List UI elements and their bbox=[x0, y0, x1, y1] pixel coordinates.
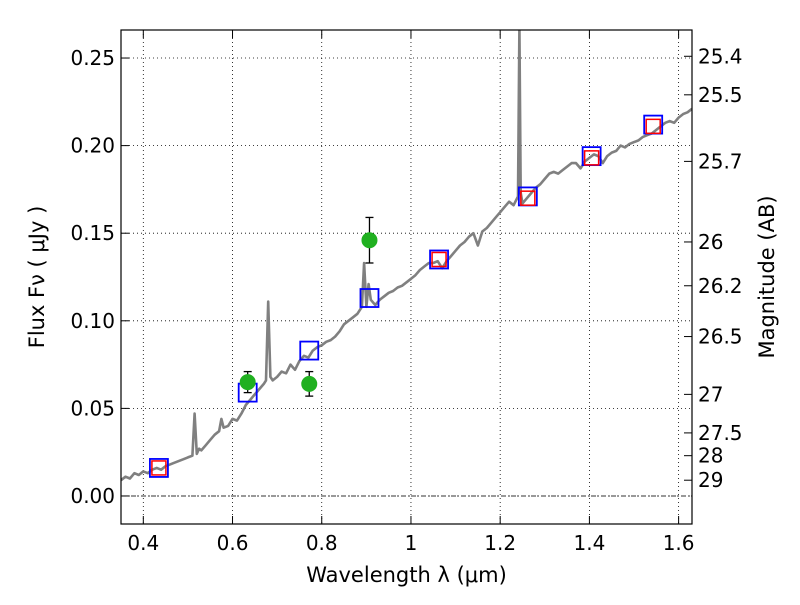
right-tick-label: 27.5 bbox=[698, 421, 743, 445]
y-tick-label: 0.25 bbox=[70, 46, 115, 70]
y-tick-label: 0.10 bbox=[70, 309, 115, 333]
right-tick-label: 26.2 bbox=[698, 274, 743, 298]
x-tick-label: 1.4 bbox=[573, 531, 605, 555]
observed-square-point bbox=[583, 150, 600, 166]
plot-frame bbox=[120, 29, 693, 525]
x-tick-label: 1.6 bbox=[663, 531, 695, 555]
y-tick-label: 0.20 bbox=[70, 134, 115, 158]
spectrum-line bbox=[121, 30, 692, 482]
observed-square-point bbox=[520, 190, 536, 206]
x-tick-label: 0.6 bbox=[217, 531, 249, 555]
model-point bbox=[429, 249, 449, 270]
right-tick-label: 26.5 bbox=[698, 325, 743, 349]
observed-circle-point bbox=[239, 374, 256, 391]
right-axis-title: Magnitude (AB) bbox=[755, 195, 779, 358]
y-axis-title: Flux Fν ( μJy ) bbox=[25, 206, 49, 349]
x-tick-label: 1.2 bbox=[484, 531, 516, 555]
right-tick-label: 26 bbox=[698, 230, 723, 254]
y-tick-label: 0.15 bbox=[70, 221, 115, 245]
y-tick-label: 0.00 bbox=[70, 484, 115, 508]
x-tick-label: 0.4 bbox=[127, 531, 159, 555]
y-tick-label: 0.05 bbox=[70, 396, 115, 420]
model-point bbox=[149, 458, 169, 478]
observed-circle-point bbox=[361, 232, 378, 249]
right-tick-label: 29 bbox=[698, 468, 723, 492]
x-tick-label: 0.8 bbox=[306, 531, 338, 555]
right-tick-label: 28 bbox=[698, 444, 723, 468]
model-point bbox=[299, 340, 320, 361]
x-axis-title: Wavelength λ (μm) bbox=[306, 563, 507, 587]
right-tick-label: 27 bbox=[698, 382, 723, 406]
right-tick-label: 25.5 bbox=[698, 83, 743, 107]
right-tick-label: 25.4 bbox=[698, 44, 743, 68]
observed-square-point bbox=[645, 118, 661, 135]
observed-square-point bbox=[431, 251, 447, 268]
observed-circle-point bbox=[301, 375, 318, 392]
x-tick-label: 1 bbox=[405, 531, 418, 555]
model-point bbox=[359, 288, 380, 308]
axis-ticks: 0.4 0.6 0.8 1 1.2 1.4 1.6 0.00 0.05 0.10 0.15 0.20 0… bbox=[70, 30, 743, 555]
plot-area bbox=[121, 30, 692, 482]
observed-square-point bbox=[151, 460, 167, 476]
right-tick-label: 25.7 bbox=[698, 149, 743, 173]
